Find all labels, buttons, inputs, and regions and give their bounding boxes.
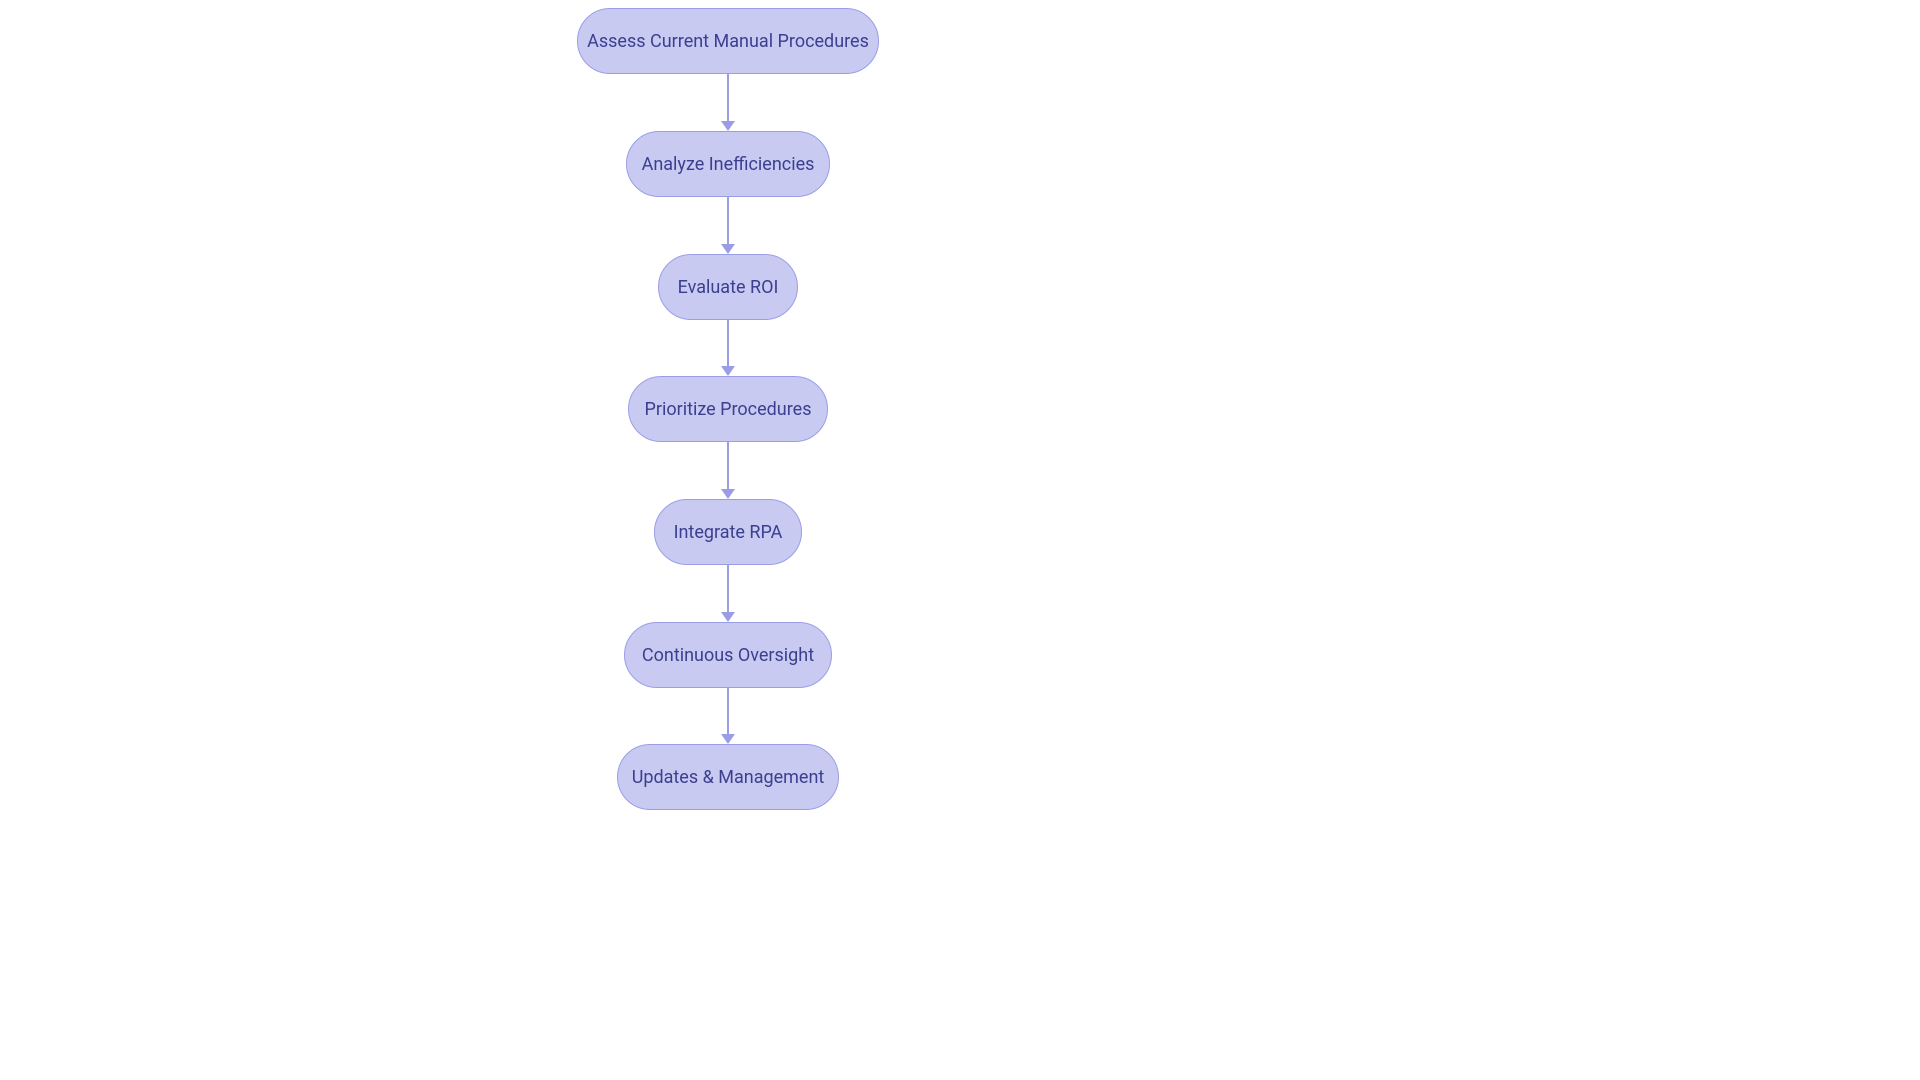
flowchart-edge bbox=[727, 565, 729, 612]
flowchart-node: Assess Current Manual Procedures bbox=[577, 8, 879, 74]
flowchart-node: Continuous Oversight bbox=[624, 622, 832, 688]
flowchart-node-label: Continuous Oversight bbox=[642, 645, 814, 666]
flowchart-node-label: Analyze Inefficiencies bbox=[642, 154, 815, 175]
flowchart-arrowhead-icon bbox=[721, 366, 735, 376]
flowchart-edge bbox=[727, 320, 729, 366]
flowchart-node: Evaluate ROI bbox=[658, 254, 798, 320]
flowchart-node-label: Updates & Management bbox=[632, 767, 825, 788]
flowchart-arrowhead-icon bbox=[721, 612, 735, 622]
flowchart-edge bbox=[727, 442, 729, 489]
flowchart-node: Prioritize Procedures bbox=[628, 376, 828, 442]
flowchart-node-label: Prioritize Procedures bbox=[645, 399, 812, 420]
flowchart-edge bbox=[727, 197, 729, 244]
flowchart-arrowhead-icon bbox=[721, 734, 735, 744]
flowchart-node: Integrate RPA bbox=[654, 499, 802, 565]
flowchart-node-label: Integrate RPA bbox=[674, 522, 783, 543]
flowchart-edge bbox=[727, 74, 729, 121]
flowchart-node-label: Evaluate ROI bbox=[678, 277, 779, 298]
flowchart-arrowhead-icon bbox=[721, 121, 735, 131]
flowchart-node-label: Assess Current Manual Procedures bbox=[587, 31, 869, 52]
flowchart-node: Analyze Inefficiencies bbox=[626, 131, 830, 197]
flowchart-arrowhead-icon bbox=[721, 244, 735, 254]
flowchart-arrowhead-icon bbox=[721, 489, 735, 499]
flowchart-node: Updates & Management bbox=[617, 744, 839, 810]
flowchart-canvas: Assess Current Manual Procedures Analyze … bbox=[0, 0, 1920, 1080]
flowchart-edge bbox=[727, 688, 729, 734]
